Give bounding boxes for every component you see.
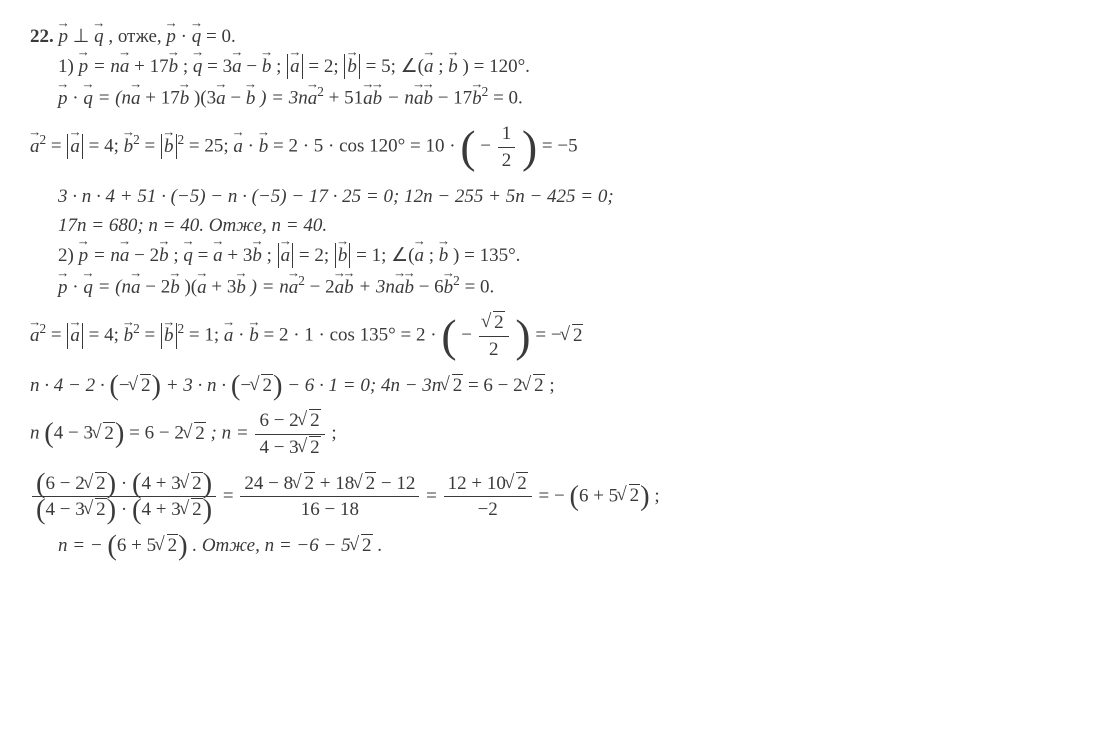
vec-q: q [94,24,104,50]
line-0: 22. p ⊥ q , отже, p · q = 0. [30,24,1070,50]
vec-p: p [59,24,69,50]
line-2: p · q = (na + 17b )(3a − b ) = 3na2 + 51… [58,83,1070,111]
line-10: n (4 − 32) = 6 − 22 ; n = 6 − 22 4 − 32 … [30,408,1070,460]
line-12: n = − (6 + 52) . Отже, n = −6 − 52 . [58,533,1070,559]
line-5: 17n = 680; n = 40. Отже, n = 40. [58,213,1070,239]
line-1: 1) p = na + 17b ; q = 3a − b ; a = 2; b … [58,54,1070,80]
problem-number: 22. [30,24,54,50]
line-3: a2 = a = 4; b2 = b2 = 25; a · b = 2 · 5 … [30,121,1070,173]
line-7: p · q = (na − 2b )(a + 3b ) = na2 − 2ab … [58,272,1070,300]
line-6: 2) p = na − 2b ; q = a + 3b ; a = 2; b =… [58,243,1070,269]
line-11: (6 − 22) · (4 + 32) (4 − 32) · (4 + 32) … [30,471,1070,523]
line-9: n · 4 − 2 · (−2) + 3 · n · (−2) − 6 · 1 … [30,373,1070,399]
line-4: 3 · n · 4 + 51 · (−5) − n · (−5) − 17 · … [58,184,1070,210]
line-8: a2 = a = 4; b2 = b2 = 1; a · b = 2 · 1 ·… [30,310,1070,362]
math-document: 22. p ⊥ q , отже, p · q = 0. 1) p = na +… [30,24,1070,559]
